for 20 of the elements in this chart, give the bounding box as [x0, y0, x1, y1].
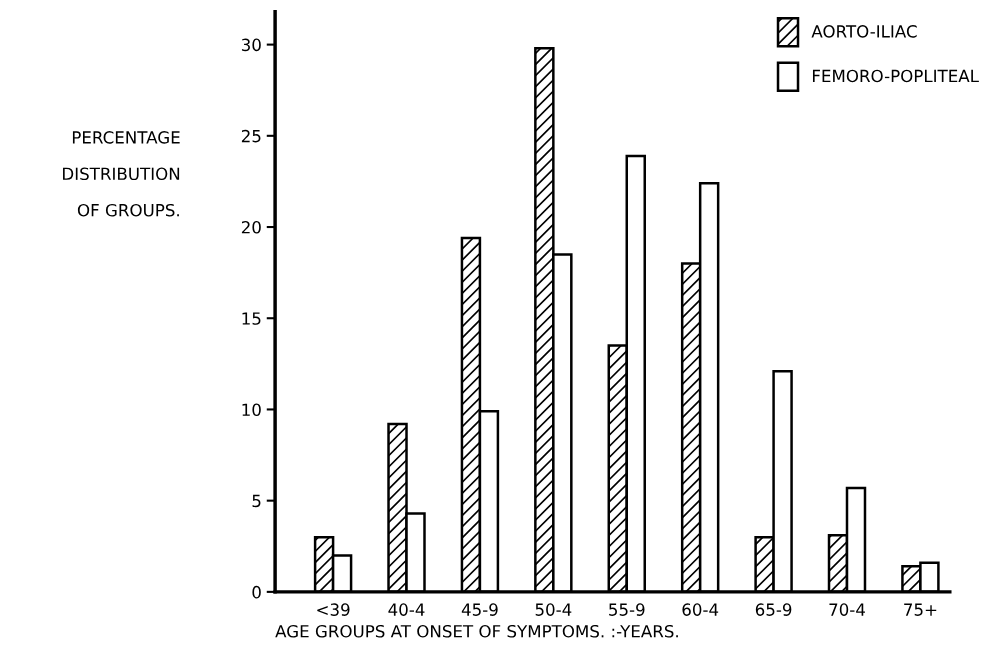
x-tick-label: <39 [317, 603, 350, 616]
x-tick-label: 50-4 [535, 603, 572, 616]
x-tick-label: 40-4 [388, 603, 425, 616]
x-tick-label: 45-9 [461, 603, 498, 616]
x-tick-label: 65-9 [755, 603, 792, 616]
y-tick-label: 15 [242, 312, 261, 325]
x-tick-label: 70-4 [829, 603, 865, 616]
x-tick-label: 60-4 [682, 603, 719, 616]
y-tick-label: 25 [241, 129, 261, 143]
y-tick-label: 5 [252, 494, 261, 508]
legend-label: AORTO-ILIAC [811, 25, 917, 38]
y-tick-label: 20 [241, 220, 261, 234]
y-tick-label: 0 [252, 585, 261, 599]
y-tick-label: 10 [242, 403, 261, 417]
x-tick-label: 55-9 [609, 603, 645, 616]
y-tick-label: 30 [241, 38, 261, 52]
x-axis-title: AGE GROUPS AT ONSET OF SYMPTOMS. :-YEARS. [275, 624, 678, 638]
x-tick-label: 75+ [904, 603, 937, 616]
text: PERCENTAGE DISTRIBUTION OF GROUPS. [63, 131, 180, 217]
legend-label: FEMORO-POPLITEAL [812, 69, 979, 83]
